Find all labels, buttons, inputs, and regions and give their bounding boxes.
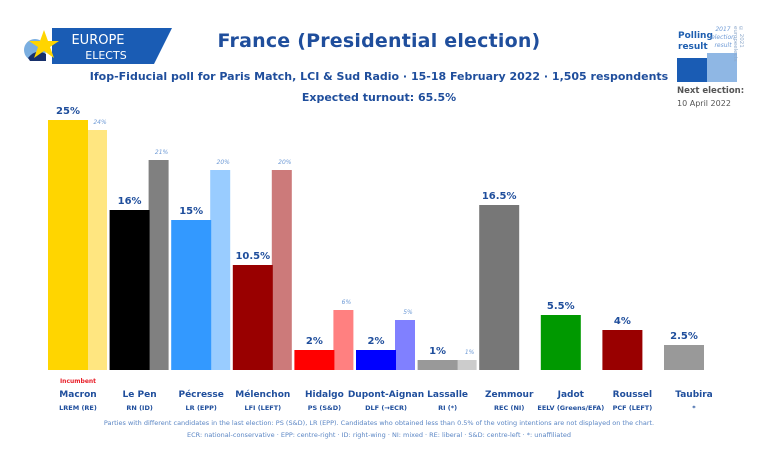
category-label-macron: Macron [59,390,96,400]
logo-banner [52,28,172,64]
label-poll-lassalle: 1% [429,346,446,357]
bar-2017-le-pen [148,160,169,370]
party-label-zemmour: REC (NI) [494,404,524,412]
bar-2017-pecresse [210,170,231,370]
party-label-lassalle: RI (*) [438,404,457,412]
logo-line2: ELECTS [85,49,126,62]
copyright-text: © 2021 europeelects [732,26,744,62]
label-2017-lassalle: 1% [465,349,475,356]
bar-2017-melenchon [271,170,292,370]
category-label-dupont-aignan: Dupont-Aignan [348,390,424,400]
label-poll-zemmour: 16.5% [482,191,517,202]
bar-poll-hidalgo [294,350,335,370]
label-poll-le-pen: 16% [118,196,142,207]
bar-2017-hidalgo [333,310,354,370]
label-poll-hidalgo: 2% [306,336,323,347]
label-2017-le-pen: 21% [155,149,169,156]
bar-poll-lassalle [417,360,458,370]
category-label-roussel: Roussel [613,390,652,400]
bar-poll-pecresse [171,220,212,370]
legend-polling-line2: result [678,42,708,52]
label-poll-melenchon: 10.5% [235,251,270,262]
logo-globe-shade [28,51,46,61]
label-poll-roussel: 4% [614,316,631,327]
star-icon [29,30,59,58]
label-poll-taubira: 2.5% [670,331,698,342]
bar-poll-macron [48,120,88,370]
label-poll-pecresse: 15% [179,206,203,217]
legend-previous-line1: 2017 [715,26,731,33]
legend-previous-label: 2017 election result [709,26,737,50]
legend-polling-swatch [677,58,707,82]
bar-2017-lassalle [456,360,477,370]
chart-title: France (Presidential election) [217,30,541,52]
party-label-taubira: * [692,404,696,412]
category-label-le-pen: Le Pen [123,390,157,400]
party-label-dupont-aignan: DLF (→ECR) [365,404,407,412]
legend-polling-line1: Polling [678,31,713,41]
footnote-line2: ECR: national-conservative · EPP: centre… [186,431,571,439]
label-2017-pecresse: 20% [217,159,231,166]
label-poll-macron: 25% [56,106,80,117]
expected-turnout: Expected turnout: 65.5% [301,91,457,104]
bar-poll-dupont-aignan [356,350,396,370]
bar-poll-le-pen [109,210,150,370]
bar-2017-macron [87,130,107,370]
category-label-lassalle: Lassalle [427,390,468,400]
party-label-pecresse: LR (EPP) [186,404,217,412]
next-election-label: Next election: [677,86,745,96]
bar-poll-zemmour [479,205,520,370]
party-label-roussel: PCF (LEFT) [613,404,653,412]
footnote-line1: Parties with different candidates in the… [103,419,655,427]
label-poll-dupont-aignan: 2% [368,336,385,347]
legend-previous-line2: election [711,34,735,41]
legend: Polling result 2017 election result © 20… [674,24,758,124]
category-label-taubira: Taubira [675,390,713,400]
bar-poll-melenchon [232,265,273,370]
legend-previous-swatch [707,53,737,82]
category-label-hidalgo: Hidalgo [305,390,344,400]
incumbent-annotation: Incumbent [60,378,96,385]
category-label-jadot: Jadot [557,390,585,400]
label-2017-hidalgo: 6% [342,299,352,306]
category-label-melenchon: Mélenchon [235,389,290,400]
party-label-macron: LREM (RE) [59,404,97,412]
party-label-hidalgo: PS (S&D) [308,404,341,412]
chart-subtitle: Ifop-Fiducial poll for Paris Match, LCI … [89,70,669,83]
label-2017-melenchon: 20% [278,159,292,166]
label-poll-jadot: 5.5% [547,301,575,312]
next-election-date: 10 April 2022 [677,99,731,108]
legend-previous-line3: result [714,42,732,49]
bar-2017-dupont-aignan [395,320,415,370]
bar-poll-jadot [540,315,581,370]
party-label-le-pen: RN (ID) [126,404,152,412]
label-2017-dupont-aignan: 5% [403,309,413,316]
legend-polling-label: Polling result [678,31,713,53]
europe-elects-logo: EUROPE ELECTS [24,28,172,64]
logo-line1: EUROPE [71,33,124,48]
bar-poll-roussel [602,330,643,370]
party-label-melenchon: LFI (LEFT) [244,404,281,412]
party-label-jadot: EELV (Greens/EFA) [537,404,604,412]
label-2017-macron: 24% [93,119,107,126]
category-label-pecresse: Pécresse [178,389,223,400]
category-label-zemmour: Zemmour [485,390,534,400]
bar-poll-taubira [664,345,704,370]
